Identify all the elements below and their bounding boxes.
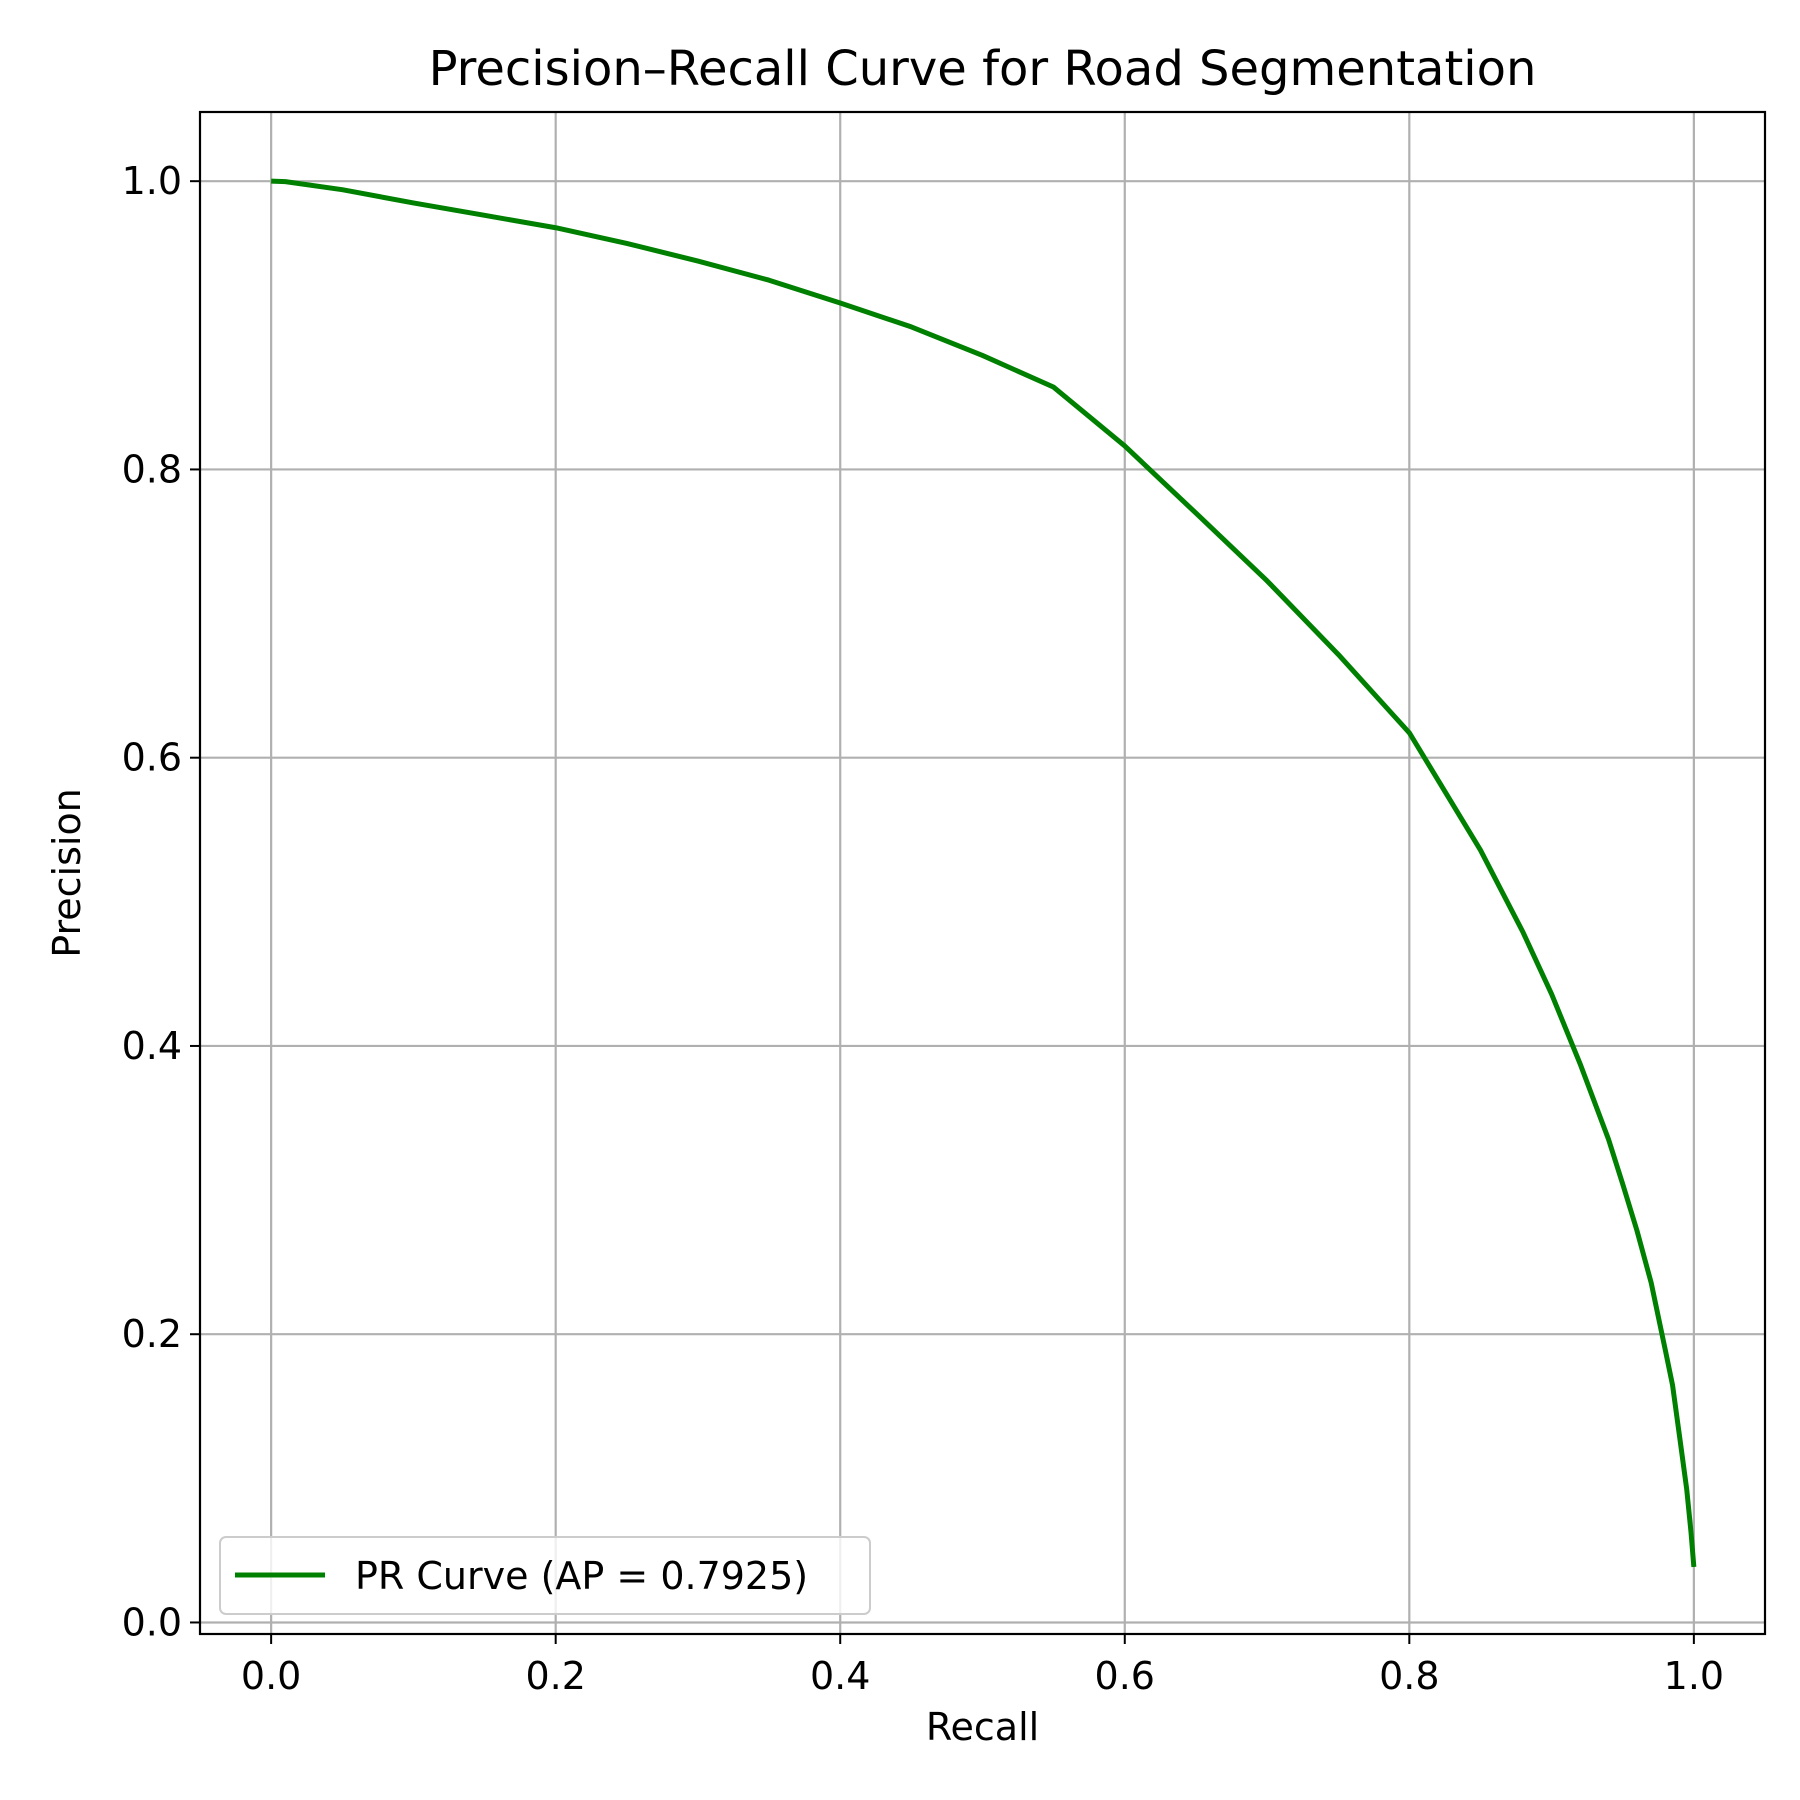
ticks: 0.0 0.2 0.4 0.6 0.8 1.0 0.0 0.2 0.4 0.6 0.8 1.0 [122,159,1725,1698]
pr-curve-line [271,178,1697,1568]
plot-area-frame [198,110,1767,1636]
chart-title: Precision–Recall Curve for Road Segmenta… [429,41,1537,97]
x-tick-label: 0.2 [525,1654,585,1698]
grid [200,112,1765,1634]
y-tick-label: 1.0 [122,159,182,203]
x-tick-label: 1.0 [1664,1654,1724,1698]
y-tick-label: 0.0 [122,1600,182,1644]
y-tick-label: 0.6 [122,736,182,780]
legend-box [219,1536,871,1615]
y-tick-label: 0.2 [122,1312,182,1356]
x-tick-label: 0.6 [1095,1654,1155,1698]
y-tick-label: 0.8 [122,447,182,491]
x-tick-label: 0.0 [241,1654,301,1698]
legend-label: PR Curve (AP = 0.7925) [355,1554,808,1598]
x-axis-label: Recall [926,1705,1039,1749]
y-axis-label: Precision [45,788,89,958]
x-tick-label: 0.8 [1379,1654,1439,1698]
y-tick-label: 0.4 [122,1024,182,1068]
series-layer [271,178,1697,1568]
x-tick-label: 0.4 [810,1654,870,1698]
legend: PR Curve (AP = 0.7925) [219,1536,871,1615]
